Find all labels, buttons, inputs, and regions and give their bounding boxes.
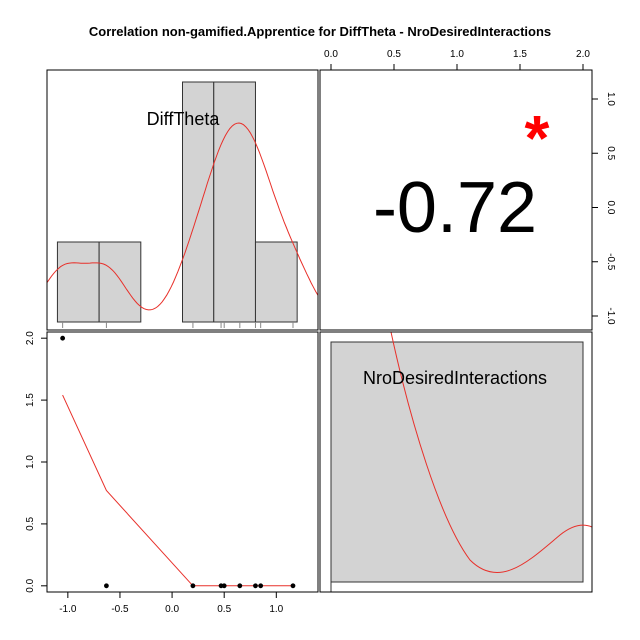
histogram-bar-difftheta-1 <box>98 241 142 323</box>
chart-title: Correlation non-gamified.Apprentice for … <box>89 24 551 39</box>
top-axis-tick-label-2: 1.0 <box>450 49 464 60</box>
panel-frame-br <box>319 331 593 593</box>
bottom-axis-tick-label-3: 0.5 <box>217 604 231 615</box>
bottom-axis-tick-label-1: -0.5 <box>111 604 129 615</box>
scatter-point-4 <box>221 583 227 589</box>
right-axis-tick-label-4: 1.0 <box>605 92 616 106</box>
correlation-value: -0.72 <box>373 168 537 248</box>
scatter-point-0 <box>60 335 66 341</box>
right-axis-tick-label-1: -0.5 <box>605 253 616 271</box>
left-axis-tick-label-2: 1.0 <box>25 455 36 469</box>
histogram-bar-nrodesired-0 <box>330 341 584 583</box>
left-axis-tick-label-0: 0.0 <box>25 578 36 592</box>
bottom-axis-tick-label-0: -1.0 <box>59 604 77 615</box>
scatter-point-6 <box>253 583 258 589</box>
panel-histogram-nrodesiredinteractions <box>319 331 593 593</box>
significance-star: * <box>525 102 550 174</box>
diagonal-label-nrodesiredinteractions: NroDesiredInteractions <box>363 368 547 388</box>
histogram-bar-difftheta-4 <box>213 81 256 323</box>
axes-layer: -1.0 -0.5 0.0 0.5 1.0 0.0 0.5 1.0 1.5 2.0 0.0 0.5 1.… <box>25 49 616 615</box>
bottom-axis-tick-label-2: 0.0 <box>165 604 179 615</box>
scatter-point-8 <box>290 583 296 589</box>
scatter-point-7 <box>258 583 264 589</box>
histogram-bar-difftheta-3 <box>182 81 215 323</box>
scatter-point-5 <box>237 583 243 589</box>
histogram-bar-difftheta-0 <box>56 241 100 323</box>
panel-frame-bl <box>46 331 319 593</box>
scatter-point-1 <box>104 583 109 589</box>
left-axis-tick-label-1: 0.5 <box>25 517 36 531</box>
top-axis-tick-label-1: 0.5 <box>387 49 401 60</box>
right-axis-tick-label-0: -1.0 <box>605 307 616 325</box>
left-axis-tick-label-3: 1.5 <box>25 393 36 407</box>
density-curve-difftheta <box>47 122 318 311</box>
top-axis-tick-label-0: 0.0 <box>324 49 338 60</box>
panel-scatter <box>46 331 319 593</box>
panel-frame-tl <box>46 69 319 331</box>
right-axis-tick-label-3: 0.5 <box>605 146 616 160</box>
top-axis-tick-label-3: 1.5 <box>513 49 527 60</box>
smooth-line <box>62 394 293 587</box>
density-curve-nrodesired <box>390 332 592 573</box>
scatter-point-2 <box>190 583 196 589</box>
histogram-bar-difftheta-5 <box>254 241 298 323</box>
panel-histogram-difftheta <box>46 69 319 331</box>
top-axis-tick-label-4: 2.0 <box>576 49 590 60</box>
diagonal-label-difftheta: DiffTheta <box>147 109 221 129</box>
right-axis-tick-label-2: 0.0 <box>605 201 616 215</box>
bottom-axis-tick-label-4: 1.0 <box>269 604 283 615</box>
left-axis-tick-label-4: 2.0 <box>25 331 36 345</box>
